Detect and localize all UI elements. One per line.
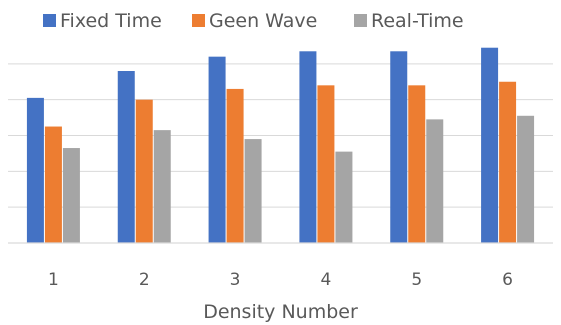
bar-fixed-time-3 <box>208 56 226 243</box>
legend-label: Geen Wave <box>209 10 317 32</box>
bar-real-time-2 <box>153 130 171 243</box>
x-tick-label: 5 <box>411 270 422 290</box>
legend-label: Fixed Time <box>60 10 162 32</box>
bar-geen-wave-3 <box>226 88 244 244</box>
bar-geen-wave-1 <box>44 126 62 243</box>
x-axis-title: Density Number <box>203 301 358 323</box>
bar-geen-wave-2 <box>135 99 153 244</box>
bar-real-time-4 <box>335 151 353 243</box>
bar-fixed-time-2 <box>117 71 135 243</box>
gridlines <box>8 63 553 208</box>
bar-geen-wave-4 <box>317 85 335 243</box>
bar-geen-wave-6 <box>499 81 517 243</box>
x-tick-label: 4 <box>321 270 332 290</box>
bar-real-time-1 <box>62 148 80 243</box>
legend-swatch <box>43 14 56 27</box>
bar-fixed-time-6 <box>481 47 499 244</box>
bar-fixed-time-1 <box>26 97 44 243</box>
legend-label: Real-Time <box>371 10 464 32</box>
bar-real-time-6 <box>517 115 535 243</box>
bar-real-time-3 <box>244 139 262 243</box>
x-tick-labels: 1 2 3 4 5 6 <box>48 270 513 290</box>
bar-fixed-time-4 <box>299 51 317 243</box>
legend-swatch <box>192 14 205 27</box>
bars <box>26 47 535 244</box>
legend-swatch <box>354 14 367 27</box>
x-tick-label: 1 <box>48 270 59 290</box>
x-tick-label: 3 <box>230 270 241 290</box>
bar-real-time-5 <box>426 119 444 243</box>
x-tick-label: 2 <box>139 270 150 290</box>
x-tick-label: 6 <box>502 270 513 290</box>
bar-fixed-time-5 <box>390 51 408 243</box>
legend: Fixed Time Geen Wave Real-Time <box>43 10 464 32</box>
bar-geen-wave-5 <box>408 85 426 243</box>
